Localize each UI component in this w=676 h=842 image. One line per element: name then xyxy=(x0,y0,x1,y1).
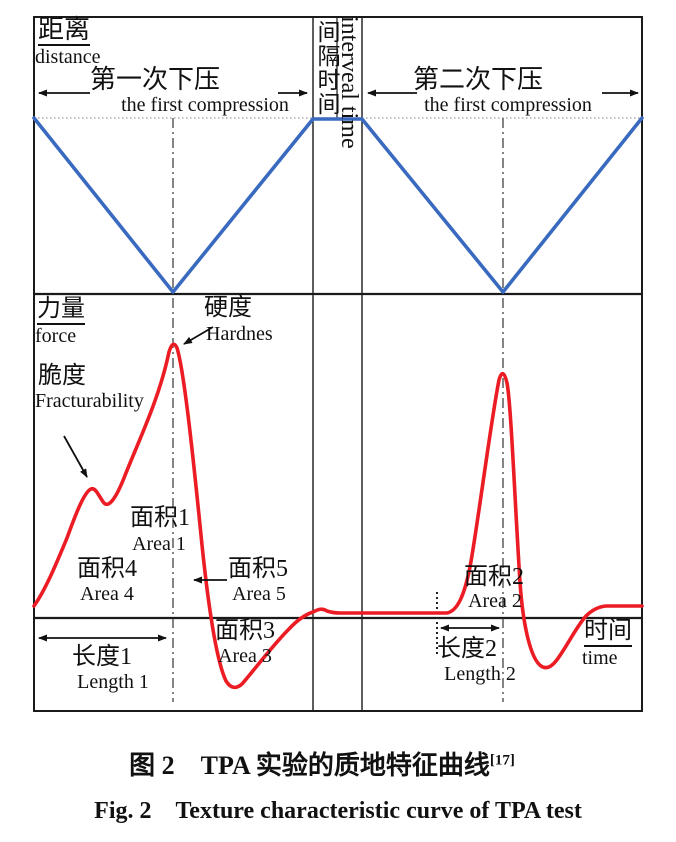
hardness-arrow-icon xyxy=(183,326,214,345)
interval-time-label-en: interveal time xyxy=(336,16,362,149)
area2-label-en: Area 2 xyxy=(468,590,522,612)
hardness-label-cn: 硬度 xyxy=(204,295,252,321)
length1-label-en: Length 1 xyxy=(77,671,149,693)
figure-border xyxy=(33,16,643,712)
second-compression-label-cn: 第二次下压 xyxy=(412,65,544,94)
area4-label-cn: 面积4 xyxy=(77,556,137,582)
fracturability-label-cn: 脆度 xyxy=(38,363,86,389)
area1-label-en: Area 1 xyxy=(132,533,186,555)
distance-axis-label-cn: 距离 xyxy=(38,16,91,47)
length1-label-cn: 长度1 xyxy=(72,644,132,670)
area4-label-en: Area 4 xyxy=(80,583,134,605)
distance-axis-label-en: distance xyxy=(35,46,101,68)
length2-label-cn: 长度2 xyxy=(437,636,497,662)
area5-label-cn: 面积5 xyxy=(228,556,288,582)
fracturability-arrow-icon xyxy=(63,435,88,478)
time-axis-label-cn: 时间 xyxy=(584,618,632,648)
area3-label-en: Area 3 xyxy=(218,645,272,667)
fracturability-label-en: Fracturability xyxy=(35,390,144,412)
caption-line1-text: 图 2 TPA 实验的质地特征曲线 xyxy=(129,751,490,780)
second-compression-label-en: the first compression xyxy=(424,94,592,116)
area3-label-cn: 面积3 xyxy=(215,618,275,644)
first-compression-label-cn: 第一次下压 xyxy=(89,65,221,94)
force-axis-label-en: force xyxy=(35,325,77,347)
distance-curve xyxy=(32,116,644,294)
interval-time-label-cn: 间隔时间 xyxy=(314,20,339,116)
caption-reference: [17] xyxy=(489,752,515,769)
force-curve xyxy=(32,342,644,690)
caption-line2: Fig. 2 Texture characteristic curve of T… xyxy=(94,798,582,824)
time-axis-label-en: time xyxy=(582,647,618,669)
area5-label-en: Area 5 xyxy=(232,583,286,605)
caption-line1: 图 2 TPA 实验的质地特征曲线[17] xyxy=(129,745,515,782)
hardness-label-en: Hardnes xyxy=(206,323,273,345)
length2-label-en: Length 2 xyxy=(444,663,516,685)
force-axis-label-cn: 力量 xyxy=(37,296,85,326)
area2-label-cn: 面积2 xyxy=(464,564,524,590)
area1-label-cn: 面积1 xyxy=(130,505,190,531)
first-compression-label-en: the first compression xyxy=(121,94,289,116)
